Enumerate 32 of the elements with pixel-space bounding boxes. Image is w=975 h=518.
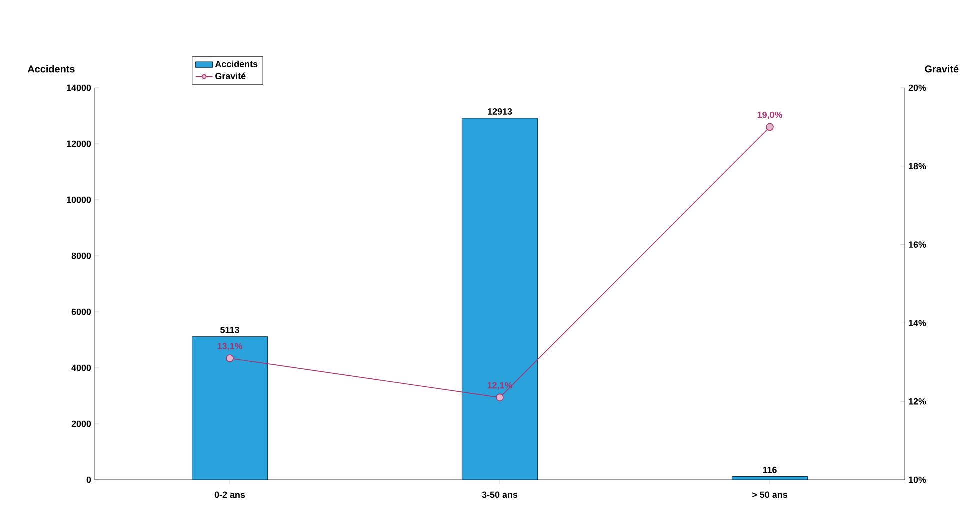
data-label: 5113 (220, 326, 240, 334)
point (226, 354, 234, 362)
data-label: 116 (763, 466, 777, 474)
y-tick-label: 4000 (72, 364, 92, 372)
data-label: 19,0% (758, 112, 782, 120)
y2-tick-label: 14% (909, 320, 926, 326)
legend-label: Gravité (216, 72, 246, 80)
data-label: 13,1% (218, 343, 242, 351)
y-tick-label: 6000 (72, 308, 92, 316)
y-tick-label: 0 (86, 476, 92, 484)
y2-axis-title: Gravité (925, 65, 959, 73)
y2-tick-label: 12% (909, 398, 926, 405)
y2-tick-label: 10% (909, 476, 926, 484)
x-tick-label: > 50 ans (752, 492, 788, 498)
bar (192, 336, 268, 480)
y2-tick-label: 16% (909, 242, 926, 248)
y-tick-label: 2000 (72, 420, 92, 428)
y-tick-label: 10000 (67, 196, 92, 204)
data-label: 12,1% (488, 382, 512, 390)
legend-label: Accidents (215, 60, 258, 68)
bar (462, 118, 538, 480)
y2-tick-label: 18% (909, 163, 926, 170)
y-tick-label: 14000 (67, 84, 92, 92)
y-tick-label: 8000 (72, 252, 92, 260)
data-label: 12913 (488, 108, 512, 115)
y-tick-label: 12000 (67, 140, 92, 148)
point (766, 123, 774, 132)
x-tick-label: 3-50 ans (482, 492, 518, 498)
y2-tick-label: 20% (908, 84, 926, 92)
x-tick-label: 0-2 ans (214, 492, 246, 498)
y-axis-title: Accidents (28, 65, 75, 73)
point (496, 394, 504, 402)
